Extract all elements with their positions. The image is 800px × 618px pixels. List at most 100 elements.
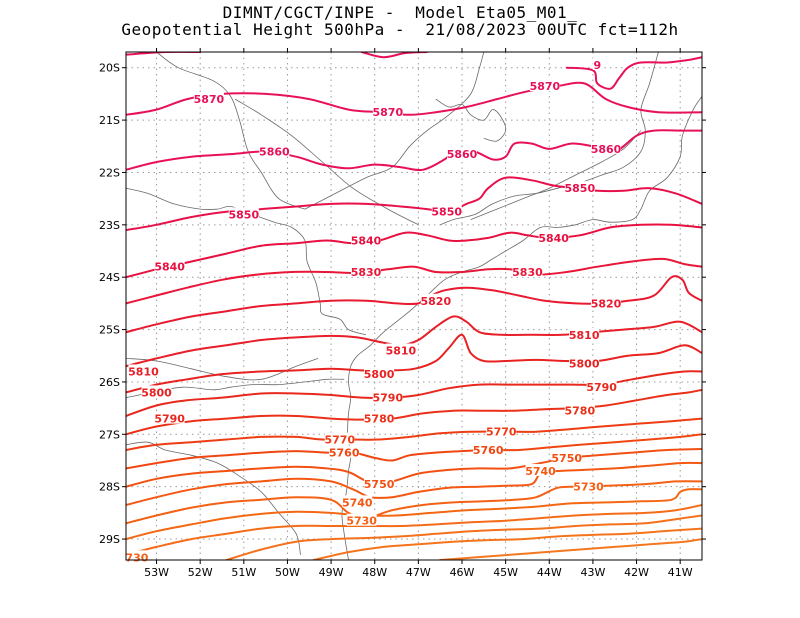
contour-label-bg: [125, 550, 149, 563]
contour-label: 5810: [386, 345, 417, 358]
contour-label: 5870: [194, 93, 225, 106]
lat-label: 22S: [99, 166, 120, 179]
contour-label-bg: [342, 495, 373, 508]
contour-label: 5790: [154, 413, 185, 426]
border-state-ms-sp: [126, 187, 367, 336]
border-state-mg-es: [440, 52, 659, 226]
contour-line: [312, 527, 702, 560]
lon-label: 45W: [493, 566, 518, 579]
border-state-mg-sp: [156, 52, 306, 210]
axis-tick-labels: 53W 52W 51W 50W 49W 48W 47W 46W 45W 44W 43W 42W 41W 2…: [99, 62, 693, 579]
contour-label-bg: [486, 424, 517, 437]
contour-label: 5740: [342, 496, 373, 509]
lat-label: 25S: [99, 324, 120, 337]
contour-line: [225, 514, 702, 560]
contour-label-bg: [538, 230, 569, 243]
contour-line: [126, 448, 702, 488]
contour-label: 5860: [447, 148, 478, 161]
contour-label: 5850: [229, 208, 260, 221]
contour-label-bg: [324, 432, 355, 445]
contour-line: [565, 56, 702, 90]
contour-line: [126, 275, 702, 334]
contour-line: [126, 223, 702, 279]
contour-label-bg: [551, 450, 582, 463]
contour-label-bg: [591, 141, 621, 154]
contour-label-bg: [573, 479, 604, 492]
border-coast-north: [701, 93, 702, 94]
contour-label: 5840: [351, 235, 382, 248]
lon-label: 41W: [668, 566, 693, 579]
contour-label: 5760: [329, 447, 360, 460]
contour-label: 5800: [569, 358, 600, 371]
contour-label: 5860: [259, 146, 290, 159]
border-river-tiete: [234, 98, 419, 226]
contour-label: 5730: [346, 515, 377, 528]
contour-label: 5750: [364, 478, 395, 491]
contour-label-bg: [364, 477, 395, 490]
contour-label: 5730: [573, 481, 604, 494]
lon-label: 51W: [231, 566, 256, 579]
lon-label: 48W: [362, 566, 387, 579]
contour-line: [126, 504, 702, 556]
lon-label: 44W: [537, 566, 562, 579]
contour-line: [126, 388, 702, 436]
lat-label: 27S: [99, 428, 120, 441]
contour-line: [126, 52, 202, 56]
contour-label: 5850: [565, 182, 596, 195]
lon-label: 43W: [580, 566, 605, 579]
contour-label-bg: [141, 385, 172, 398]
lon-label: 53W: [144, 566, 169, 579]
contour-label-bg: [346, 513, 377, 526]
contour-label: 5810: [128, 365, 159, 378]
contour-label: 5840: [154, 261, 185, 274]
contour-label: 5820: [421, 295, 452, 308]
chart-title: DIMNT/CGCT/INPE - Model Eta05_M01_ Geopo…: [0, 4, 800, 38]
contour-label-bg: [525, 463, 556, 476]
contour-label-bg: [329, 445, 360, 458]
contour-label: 5820: [591, 297, 622, 310]
lat-label: 21S: [99, 114, 120, 127]
contour-line: [126, 315, 702, 368]
contour-label: 730: [125, 551, 148, 564]
lat-label: 29S: [99, 533, 120, 546]
contour-label: 9: [593, 59, 601, 72]
lon-label: 46W: [450, 566, 475, 579]
contour-line: [126, 488, 702, 541]
contour-label-bg: [259, 144, 290, 157]
contour-label-bg: [154, 259, 185, 272]
border-river-paraiba: [470, 130, 642, 220]
lat-label: 28S: [99, 481, 120, 494]
contour-label-bg: [529, 79, 560, 92]
contour-label: 5800: [364, 368, 395, 381]
contour-label-bg: [364, 411, 395, 424]
lat-label: 23S: [99, 219, 120, 232]
title-line-1: DIMNT/CGCT/INPE - Model Eta05_M01_: [222, 3, 578, 22]
contour-label-bg: [447, 147, 477, 160]
contour-label-bg: [385, 343, 416, 356]
lat-label: 24S: [99, 271, 120, 284]
contour-label-bg: [592, 58, 602, 71]
contour-label-bg: [228, 207, 259, 220]
lat-label: 26S: [99, 376, 120, 389]
contour-label-bg: [154, 411, 185, 424]
contour-label-bg: [586, 380, 617, 393]
contour-label: 5780: [364, 413, 395, 426]
contour-line: [126, 257, 702, 305]
border-state-mg-inner: [304, 52, 485, 210]
lon-label: 50W: [275, 566, 300, 579]
contour-label: 5870: [373, 106, 404, 119]
contour-label-bg: [591, 296, 621, 309]
border-lake-furnas: [435, 98, 507, 142]
contour-label-bg: [128, 364, 159, 377]
contour-label: 5870: [530, 80, 561, 93]
contour-label-bg: [193, 92, 224, 105]
contour-label-bg: [372, 390, 403, 403]
contour-line: [126, 417, 702, 451]
lon-label: 47W: [406, 566, 431, 579]
contour-label: 5800: [141, 386, 172, 399]
contour-line: [439, 538, 702, 560]
contour-label-bg: [351, 264, 381, 277]
lon-label: 42W: [624, 566, 649, 579]
contour-label: 5750: [551, 452, 582, 465]
